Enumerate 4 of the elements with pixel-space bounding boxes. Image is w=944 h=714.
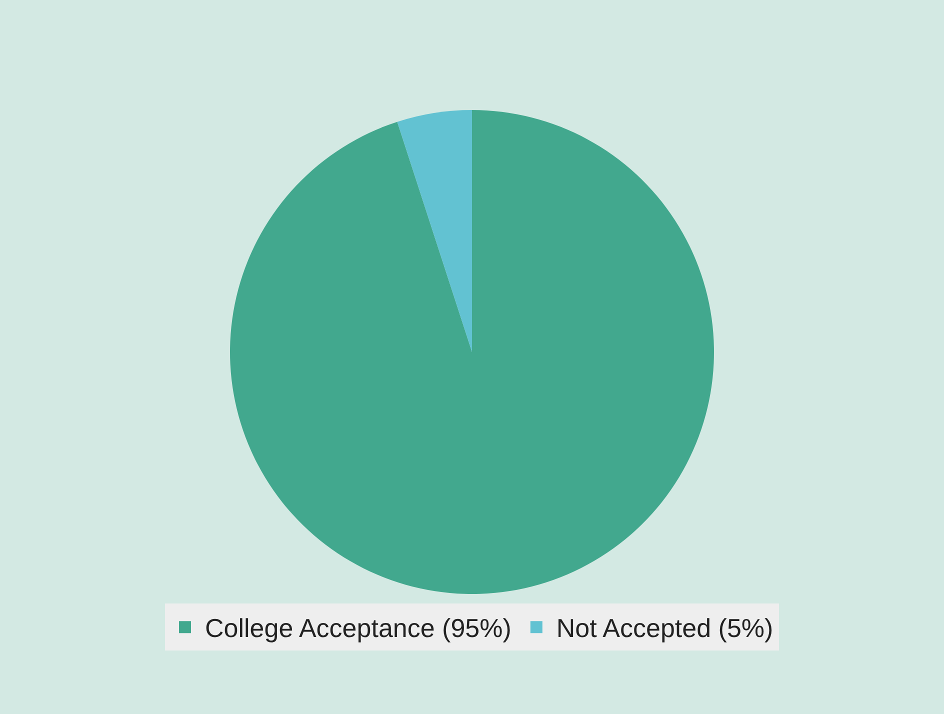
pie-slice xyxy=(230,110,714,594)
legend-label: College Acceptance (95%) xyxy=(205,613,512,644)
legend-label: Not Accepted (5%) xyxy=(556,613,774,644)
pie-slice xyxy=(397,110,472,352)
